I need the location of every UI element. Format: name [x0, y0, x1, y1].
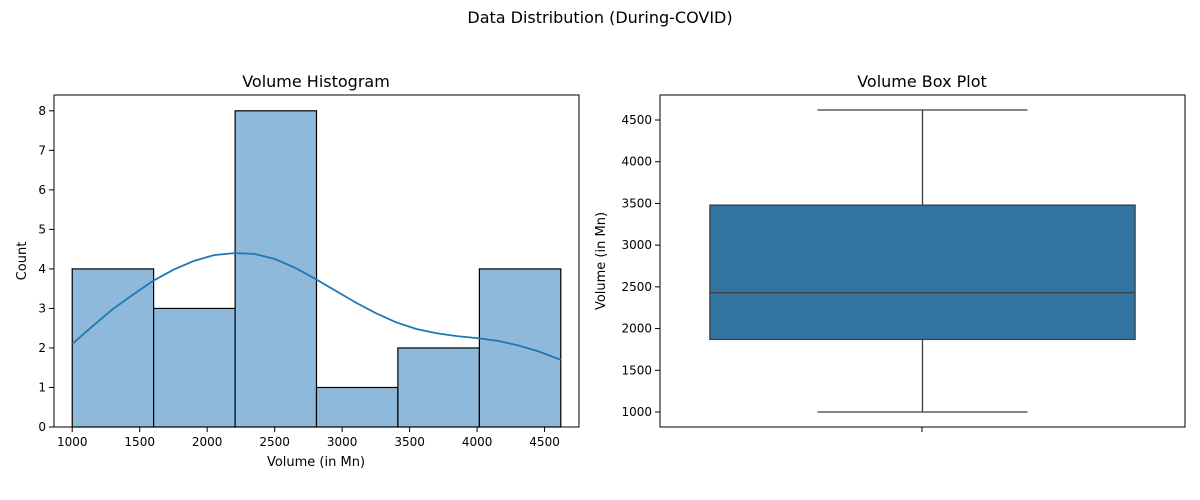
y-tick-label: 4 — [38, 262, 46, 276]
x-tick-label: 2000 — [192, 435, 223, 449]
y-tick-label: 1000 — [621, 405, 652, 419]
y-tick-label: 4000 — [621, 155, 652, 169]
histogram-panel: Volume Histogram Volume (in Mn) Count 10… — [15, 72, 580, 470]
y-tick-label: 3500 — [621, 196, 652, 210]
histogram-bars — [71, 110, 562, 428]
boxplot-marks — [709, 109, 1136, 413]
histogram-y-ticks: 0 1 2 3 4 5 6 7 8 — [38, 104, 54, 434]
y-tick-label: 8 — [38, 104, 46, 118]
y-tick-label: 3000 — [621, 238, 652, 252]
y-tick-label: 6 — [38, 183, 46, 197]
boxplot-ylabel: Volume (in Mn) — [594, 212, 609, 310]
boxplot-axes-frame — [659, 94, 1186, 428]
y-tick-label: 4500 — [621, 113, 652, 127]
histogram-bar — [71, 268, 155, 428]
y-tick-label: 3 — [38, 301, 46, 315]
histogram-bar — [234, 110, 318, 428]
y-tick-label: 1500 — [621, 363, 652, 377]
histogram-bar — [397, 347, 480, 428]
x-tick-label: 3500 — [394, 435, 425, 449]
y-tick-label: 2000 — [621, 322, 652, 336]
y-tick-label: 1 — [38, 380, 46, 394]
y-tick-label: 2 — [38, 341, 46, 355]
histogram-title: Volume Histogram — [242, 72, 390, 91]
histogram-bar — [478, 268, 562, 428]
histogram-axes-frame — [53, 94, 580, 428]
iqr-box — [709, 204, 1136, 341]
y-tick-label: 7 — [38, 143, 46, 157]
y-tick-label: 5 — [38, 222, 46, 236]
kde-curve — [71, 252, 562, 361]
boxplot-y-ticks: 1000 1500 2000 2500 3000 3500 4000 4500 — [621, 113, 660, 419]
histogram-ylabel: Count — [15, 242, 30, 281]
boxplot-title: Volume Box Plot — [857, 72, 987, 91]
histogram-xlabel: Volume (in Mn) — [267, 455, 365, 470]
x-tick-label: 3000 — [327, 435, 358, 449]
x-tick-label: 4000 — [462, 435, 493, 449]
histogram-bar — [315, 386, 399, 428]
boxplot-panel: Volume Box Plot Volume (in Mn) 1000 1500 2… — [594, 72, 1186, 432]
histogram-x-ticks: 1000 1500 2000 2500 3000 3500 4000 4500 — [57, 427, 560, 449]
figure-suptitle: Data Distribution (During-COVID) — [467, 8, 732, 27]
y-tick-label: 0 — [38, 420, 46, 434]
x-tick-label: 2500 — [259, 435, 290, 449]
histogram-bar — [153, 307, 236, 428]
x-tick-label: 4500 — [529, 435, 560, 449]
x-tick-label: 1000 — [57, 435, 88, 449]
y-tick-label: 2500 — [621, 280, 652, 294]
x-tick-label: 1500 — [124, 435, 155, 449]
